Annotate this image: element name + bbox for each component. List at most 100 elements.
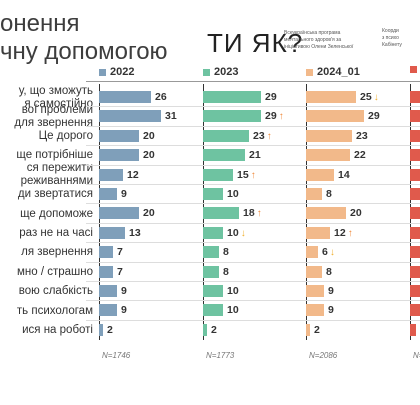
row-label: ися на роботі bbox=[0, 324, 93, 337]
data-label: 6 ↓ bbox=[322, 246, 335, 259]
data-label: 8 bbox=[326, 188, 332, 200]
row-label: вою слабкість bbox=[0, 285, 93, 298]
bar bbox=[306, 149, 350, 162]
trend-up-icon: ↑ bbox=[278, 111, 284, 123]
bar bbox=[306, 323, 310, 336]
data-value: 7 bbox=[117, 265, 123, 278]
bar bbox=[203, 129, 249, 142]
bar bbox=[99, 149, 139, 162]
row-separator bbox=[86, 300, 420, 302]
data-value: 9 bbox=[328, 304, 334, 317]
bar bbox=[99, 323, 103, 336]
bar bbox=[203, 226, 223, 239]
data-label: 29 bbox=[265, 91, 277, 103]
bar bbox=[99, 129, 139, 142]
data-value: 23 bbox=[253, 129, 265, 142]
data-label: 23 ↑ bbox=[253, 130, 272, 143]
row-label-line: ля звернення bbox=[21, 246, 93, 259]
data-value: 14 bbox=[338, 168, 350, 181]
bar bbox=[306, 110, 364, 123]
bar bbox=[306, 168, 334, 181]
data-value: 12 bbox=[334, 226, 346, 239]
data-label: 9 bbox=[328, 304, 334, 316]
row-label: ть психологам bbox=[0, 305, 93, 318]
row-label-line: мно / страшно bbox=[16, 265, 93, 278]
data-value: 31 bbox=[165, 110, 177, 123]
data-label: 8 bbox=[223, 266, 229, 278]
legend-series-3 bbox=[410, 66, 420, 73]
trend-down-icon: ↓ bbox=[373, 92, 379, 103]
bar bbox=[306, 188, 322, 200]
bar bbox=[99, 168, 123, 181]
bar bbox=[410, 285, 420, 297]
bar bbox=[306, 129, 352, 142]
row-label-line: для звернення bbox=[14, 117, 93, 130]
data-label: 20 bbox=[143, 149, 155, 161]
bar bbox=[203, 110, 261, 123]
row-label: ля звернення bbox=[0, 246, 93, 259]
row-label: Це дорого bbox=[0, 130, 93, 143]
bar bbox=[99, 285, 117, 297]
data-label: 12 bbox=[127, 169, 139, 181]
row-separator bbox=[86, 125, 420, 127]
bar bbox=[306, 207, 346, 220]
data-value: 9 bbox=[121, 304, 127, 317]
row-separator bbox=[86, 145, 420, 147]
row-separator bbox=[86, 184, 420, 185]
bar bbox=[410, 129, 420, 142]
bar bbox=[203, 188, 223, 200]
legend-label: 2024_01 bbox=[317, 66, 360, 78]
data-label: 10 bbox=[227, 188, 239, 200]
data-label: 14 bbox=[338, 169, 350, 181]
row-label: ще допоможе bbox=[0, 208, 93, 221]
data-value: 10 bbox=[227, 304, 239, 317]
legend-label: 2022 bbox=[110, 66, 135, 78]
bar bbox=[99, 304, 117, 317]
legend-swatch bbox=[306, 68, 313, 76]
data-label: 9 bbox=[121, 304, 127, 316]
data-value: 18 bbox=[243, 207, 255, 220]
trend-up-icon: ↑ bbox=[347, 227, 353, 239]
data-value: 20 bbox=[143, 149, 155, 162]
row-label: ди звертатися bbox=[0, 188, 93, 201]
bar bbox=[203, 265, 219, 278]
chart-title: онення чну допомогою bbox=[0, 10, 168, 66]
legend-swatch bbox=[410, 66, 417, 73]
data-label: 10 bbox=[227, 285, 239, 297]
data-value: 20 bbox=[143, 129, 155, 142]
sample-size-label: N=2086 bbox=[309, 351, 338, 360]
data-value: 8 bbox=[223, 246, 229, 259]
row-label-line: ся пережити bbox=[26, 162, 93, 175]
sample-size-label: N= bbox=[413, 351, 420, 360]
data-value: 21 bbox=[249, 149, 261, 162]
data-label: 20 bbox=[143, 130, 155, 142]
data-label: 23 bbox=[356, 130, 368, 142]
data-label: 18 ↑ bbox=[243, 207, 262, 220]
bar bbox=[99, 226, 125, 239]
row-label-line: ще допоможе bbox=[20, 207, 93, 220]
data-value: 6 bbox=[322, 246, 328, 259]
program-description: Всеукраїнська програма ментального здоро… bbox=[284, 30, 354, 50]
legend-2022: 2022 bbox=[99, 66, 134, 78]
corner-caption: Коорди з психо Кабінету bbox=[382, 28, 402, 49]
title-line-1: онення bbox=[0, 10, 80, 37]
data-label: 8 bbox=[326, 266, 332, 278]
corner-line-2: з психо bbox=[382, 35, 399, 41]
bar bbox=[99, 207, 139, 220]
sample-size-label: N=1746 bbox=[102, 351, 131, 360]
row-separator bbox=[86, 281, 420, 282]
bar bbox=[306, 304, 324, 317]
data-label: 13 bbox=[129, 227, 141, 239]
bar bbox=[203, 285, 223, 297]
bar bbox=[306, 91, 356, 103]
trend-up-icon: ↑ bbox=[256, 208, 262, 220]
program-logo: ТИ ЯК? bbox=[207, 28, 304, 58]
data-value: 2 bbox=[211, 323, 217, 336]
data-value: 10 bbox=[227, 226, 239, 239]
data-label: 9 bbox=[121, 285, 127, 297]
row-label-line: я самостійно bbox=[24, 97, 93, 110]
bar bbox=[410, 246, 420, 259]
row-label: у, що зможуть я самостійно bbox=[0, 85, 93, 111]
bar bbox=[99, 110, 161, 123]
row-label: ще потрібніше bbox=[0, 149, 93, 162]
